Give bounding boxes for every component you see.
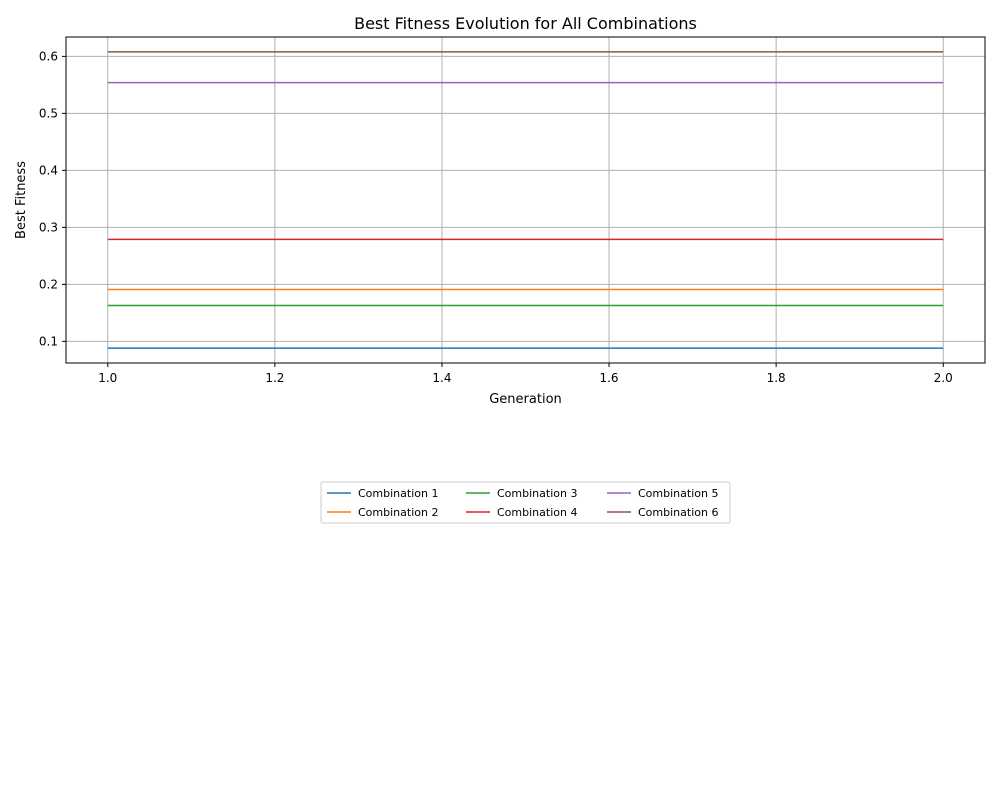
chart-title: Best Fitness Evolution for All Combinati… (354, 14, 697, 33)
y-tick-label: 0.1 (39, 334, 58, 348)
x-axis-label: Generation (489, 392, 562, 407)
legend-label-combination-2: Combination 2 (358, 506, 438, 519)
y-tick-label: 0.5 (39, 106, 58, 120)
legend-label-combination-3: Combination 3 (497, 487, 577, 500)
grid-lines (66, 37, 985, 363)
x-tick-label: 2.0 (934, 371, 953, 385)
legend: Combination 1 Combination 2 Combination 3 C… (320, 481, 731, 524)
x-tick-label: 1.8 (767, 371, 786, 385)
series-lines (107, 51, 944, 349)
y-tick-label: 0.2 (39, 277, 58, 291)
y-tick-label: 0.6 (39, 49, 58, 63)
y-axis-ticks: 0.1 0.2 0.3 0.4 0.5 0.6 (39, 49, 66, 348)
x-tick-label: 1.4 (432, 371, 451, 385)
legend-label-combination-6: Combination 6 (638, 506, 718, 519)
x-tick-label: 1.6 (599, 371, 618, 385)
legend-label-combination-4: Combination 4 (497, 506, 577, 519)
y-tick-label: 0.4 (39, 163, 58, 177)
y-tick-label: 0.3 (39, 220, 58, 234)
x-tick-label: 1.2 (265, 371, 284, 385)
legend-label-combination-5: Combination 5 (638, 487, 718, 500)
x-tick-label: 1.0 (98, 371, 117, 385)
legend-label-combination-1: Combination 1 (358, 487, 438, 500)
y-axis-label: Best Fitness (14, 161, 29, 239)
x-axis-ticks: 1.0 1.2 1.4 1.6 1.8 2.0 (98, 363, 953, 385)
plot-frame (65, 36, 986, 364)
